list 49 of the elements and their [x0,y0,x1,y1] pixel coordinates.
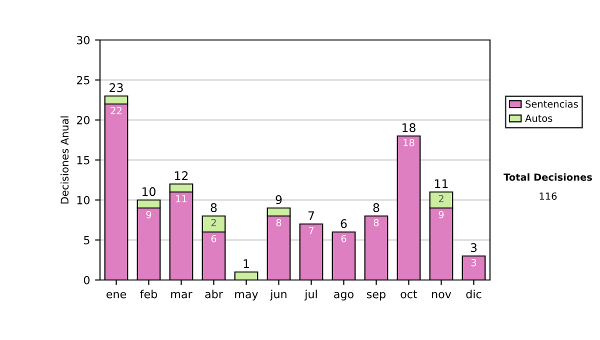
x-tick-label: ene [106,292,126,298]
data-label: 22 [110,106,122,114]
y-axis-title: Decisiones Anual [60,116,69,204]
data-label: 2 [438,194,444,202]
total-label: 23 [110,83,123,92]
data-label: 8 [374,218,379,226]
x-tick-label: sep [367,292,386,300]
data-label: 18 [404,138,414,146]
x-tick-label: mar [171,292,192,298]
total-label: 8 [210,203,217,212]
total-label: 11 [435,179,448,188]
data-label: 8 [276,218,282,226]
legend-label: Sentencias [526,100,578,108]
total-label: 1 [244,259,249,268]
legend-label: Autos [525,114,552,122]
y-tick-label: 5 [84,236,90,244]
text: Total Decisiones [504,173,592,181]
data-label: 3 [471,258,476,266]
total-label: 12 [175,171,188,180]
x-tick-label: abr [205,290,223,298]
total-label: 10 [142,187,156,196]
total-label: 3 [470,243,477,252]
text: 116 [540,192,557,200]
x-tick-label: feb [140,290,158,298]
y-tick-label: 15 [77,156,90,164]
y-tick-label: 20 [76,116,90,124]
y-tick-label: 0 [84,276,90,284]
total-label: 8 [373,203,380,212]
data-label: 7 [308,227,314,234]
data-label: 2 [211,218,216,226]
total-label: 9 [276,195,282,204]
x-tick-label: may [235,292,258,300]
y-tick-label: 30 [76,36,90,44]
y-tick-label: 10 [77,196,90,204]
x-tick-label: dic [466,290,482,298]
data-label: 11 [176,195,187,202]
x-tick-label: nov [432,292,452,298]
x-tick-label: oct [400,290,418,298]
x-tick-label: jun [270,290,286,300]
data-label: 6 [341,234,346,242]
x-tick-label: ago [334,292,354,300]
total-label: 6 [340,219,347,228]
data-label: 9 [146,210,152,218]
data-label: 6 [211,234,216,242]
total-label: 7 [308,211,314,220]
y-tick-label: 25 [76,76,90,84]
total-label: 18 [402,123,416,132]
data-label: 9 [438,210,444,218]
x-tick-label: jul [304,290,317,300]
